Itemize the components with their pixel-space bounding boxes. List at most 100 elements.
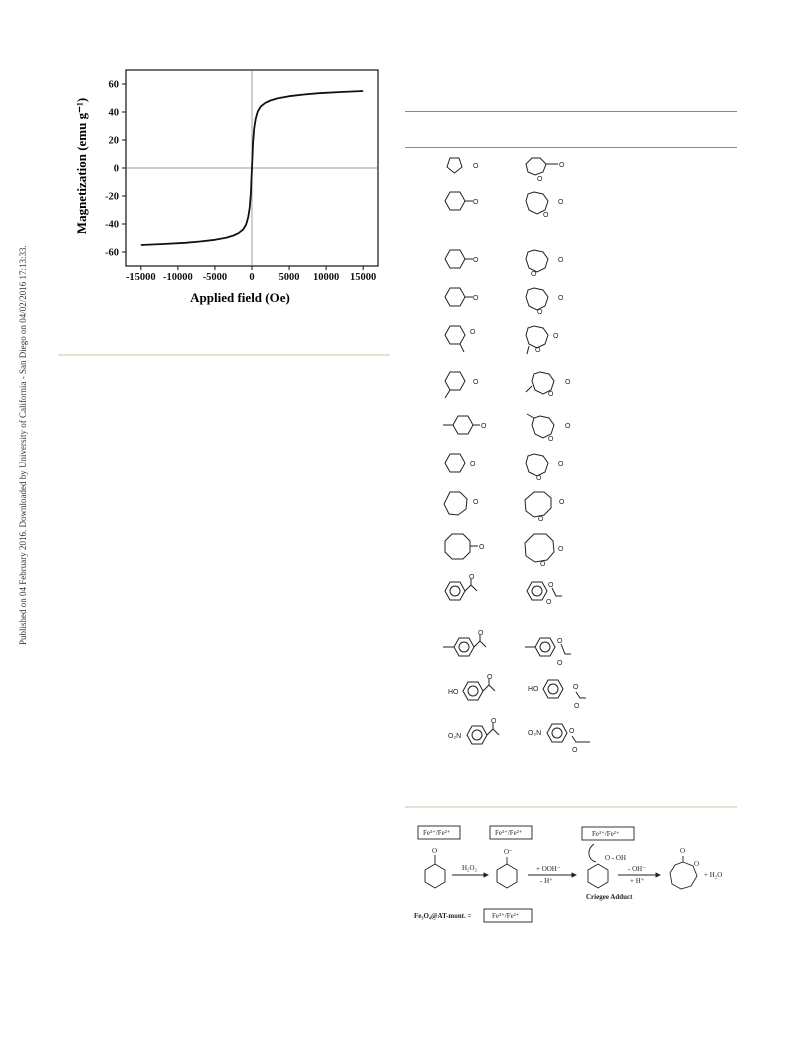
- ring-oxygen-label: O: [543, 212, 549, 219]
- y-tick-label: 40: [109, 108, 120, 119]
- oxygen-label: O: [572, 747, 578, 754]
- product-ring: [542, 679, 564, 699]
- substrate-ring: [453, 637, 475, 657]
- table-header-rule: [405, 147, 737, 148]
- methyl-bond: [526, 413, 535, 419]
- acetate-group: [560, 643, 571, 655]
- oxygen-label: O: [559, 162, 565, 169]
- criegee-adduct-label: Criegee Adduct: [586, 893, 633, 901]
- catalyst-label: Fe³⁺/Fe²⁺: [495, 829, 523, 837]
- x-tick-label: -10000: [163, 272, 193, 283]
- acetyl-group: [482, 684, 496, 692]
- acetate-group: [551, 587, 562, 597]
- oxygen-label: O: [548, 582, 554, 589]
- structure-table: O O O O O O O O O O O O O O O: [443, 157, 590, 754]
- methyl-bond: [526, 345, 530, 355]
- methyl-bond: [525, 385, 533, 393]
- catalyst-label: Fe³⁺/Fe²⁺: [592, 830, 620, 838]
- oxygen-label: O: [565, 379, 571, 386]
- ring-oxygen-label: O: [537, 176, 543, 183]
- catalyst-label: Fe³⁺/Fe²⁺: [423, 829, 451, 837]
- ring-oxygen-label: O: [694, 860, 699, 868]
- oxygen-label: O: [569, 728, 575, 735]
- section-divider-right: [405, 806, 737, 808]
- caprolactone-product: O O: [669, 847, 699, 890]
- catalyst-legend-left: Fe₃O₄@AT-mont. =: [414, 912, 471, 920]
- oxygen-label: O: [470, 329, 476, 336]
- hydroxy-label: HO: [528, 686, 539, 693]
- oxygen-label: O: [473, 499, 479, 506]
- reagent-h-plus: + H⁺: [630, 877, 645, 885]
- baeyer-villiger-mechanism: Fe³⁺/Fe²⁺ Fe³⁺/Fe²⁺ Fe³⁺/Fe²⁺ O H₂O₂ O⁻ …: [414, 825, 722, 923]
- ring-oxygen-label: O: [537, 309, 543, 316]
- oxygen-label: O: [470, 461, 476, 468]
- substrate-ring: [446, 157, 463, 174]
- catalyst-legend-box: Fe³⁺/Fe²⁺: [483, 908, 533, 923]
- substrate-ring: [444, 191, 466, 211]
- row-cyclohexanone-4: O O O: [444, 453, 564, 482]
- catalyst-box-1: Fe³⁺/Fe²⁺: [417, 825, 461, 840]
- substrate-ring: [444, 287, 466, 307]
- y-axis-label: Magnetization (emu g⁻¹): [74, 98, 89, 234]
- oxygen-label: O: [574, 703, 580, 710]
- x-tick-label: 0: [249, 272, 254, 283]
- oxygen-label: O: [487, 674, 493, 681]
- x-tick-label: 15000: [350, 272, 376, 283]
- reagent-oh: - OH⁻: [628, 865, 646, 873]
- row-methylcyclohexanone-2: O O O: [444, 325, 559, 355]
- y-tick-label: -60: [105, 248, 119, 259]
- oxygen-label: O: [491, 718, 497, 725]
- row-methylcyclohexanone-4: O O O: [443, 413, 571, 443]
- oxygen-label: O: [473, 257, 479, 264]
- oxygen-label: O: [573, 684, 579, 691]
- ring-oxygen-label: O: [531, 271, 537, 278]
- reagent-h-minus: - H⁺: [540, 877, 553, 885]
- reagent-ooh: + OOH⁻: [536, 865, 561, 873]
- row-cyclohexanone-3: O O O: [444, 287, 564, 316]
- ring-oxygen-label: O: [536, 475, 542, 482]
- oxygen-label: O: [558, 546, 564, 553]
- y-tick-label: -40: [105, 220, 119, 231]
- product-ring: [525, 249, 549, 273]
- plot-ticks: -15000 -10000 -5000 0 5000 10000 15000 -60 -40 -2…: [105, 80, 376, 284]
- aromatic-circle: [531, 585, 543, 597]
- row-cyclohexanone-2: O O O: [444, 249, 564, 278]
- substrate-ring: [444, 533, 471, 560]
- oxygen-label: O: [558, 199, 564, 206]
- oxygen-label: O: [479, 544, 485, 551]
- oxygen-label: O: [546, 599, 552, 606]
- product-ring: [534, 637, 556, 657]
- oxygen-label: O: [473, 163, 479, 170]
- ring-oxygen-label: O: [548, 391, 554, 398]
- oxygen-label: O: [680, 847, 685, 855]
- magnetization-chart: -15000 -10000 -5000 0 5000 10000 15000 -60 -40 -2…: [74, 69, 379, 305]
- substrate-ring: [444, 325, 466, 345]
- hydroperoxy-label: O - OH: [605, 854, 626, 862]
- substrate-ring: [444, 453, 466, 473]
- oxygen-label: O: [473, 199, 479, 206]
- aromatic-circle: [467, 685, 479, 697]
- catalyst-box-3: Fe³⁺/Fe²⁺: [581, 826, 635, 841]
- substrate-ring: [462, 681, 484, 701]
- product-ring: [526, 581, 548, 601]
- ring-oxygen-label: O: [548, 436, 554, 443]
- product-ring: [524, 491, 552, 518]
- hysteresis-curve: [140, 90, 364, 246]
- oxygen-label: O: [478, 630, 484, 637]
- table-top-rule: [405, 111, 737, 112]
- row-cycloheptanone: O O O: [443, 491, 565, 523]
- y-tick-label: 0: [114, 164, 119, 175]
- publication-note-text: Published on 04 February 2016. Downloade…: [18, 245, 28, 645]
- y-tick-label: -20: [105, 192, 119, 203]
- plot-series: [140, 90, 364, 246]
- row-nitroacetophenone: O₂N O O₂N O O: [448, 718, 590, 754]
- row-cyclohexanone-1: O O O: [444, 191, 564, 219]
- row-cyclopentanone: O O O: [446, 157, 565, 183]
- substrate-ring: [443, 491, 468, 516]
- oxygen-label: O: [558, 295, 564, 302]
- product-ring: [531, 371, 555, 395]
- catalyst-label: Fe³⁺/Fe²⁺: [492, 912, 520, 920]
- x-axis-label: Applied field (Oe): [190, 290, 290, 305]
- product-ring: [531, 415, 555, 439]
- aromatic-circle: [547, 683, 559, 695]
